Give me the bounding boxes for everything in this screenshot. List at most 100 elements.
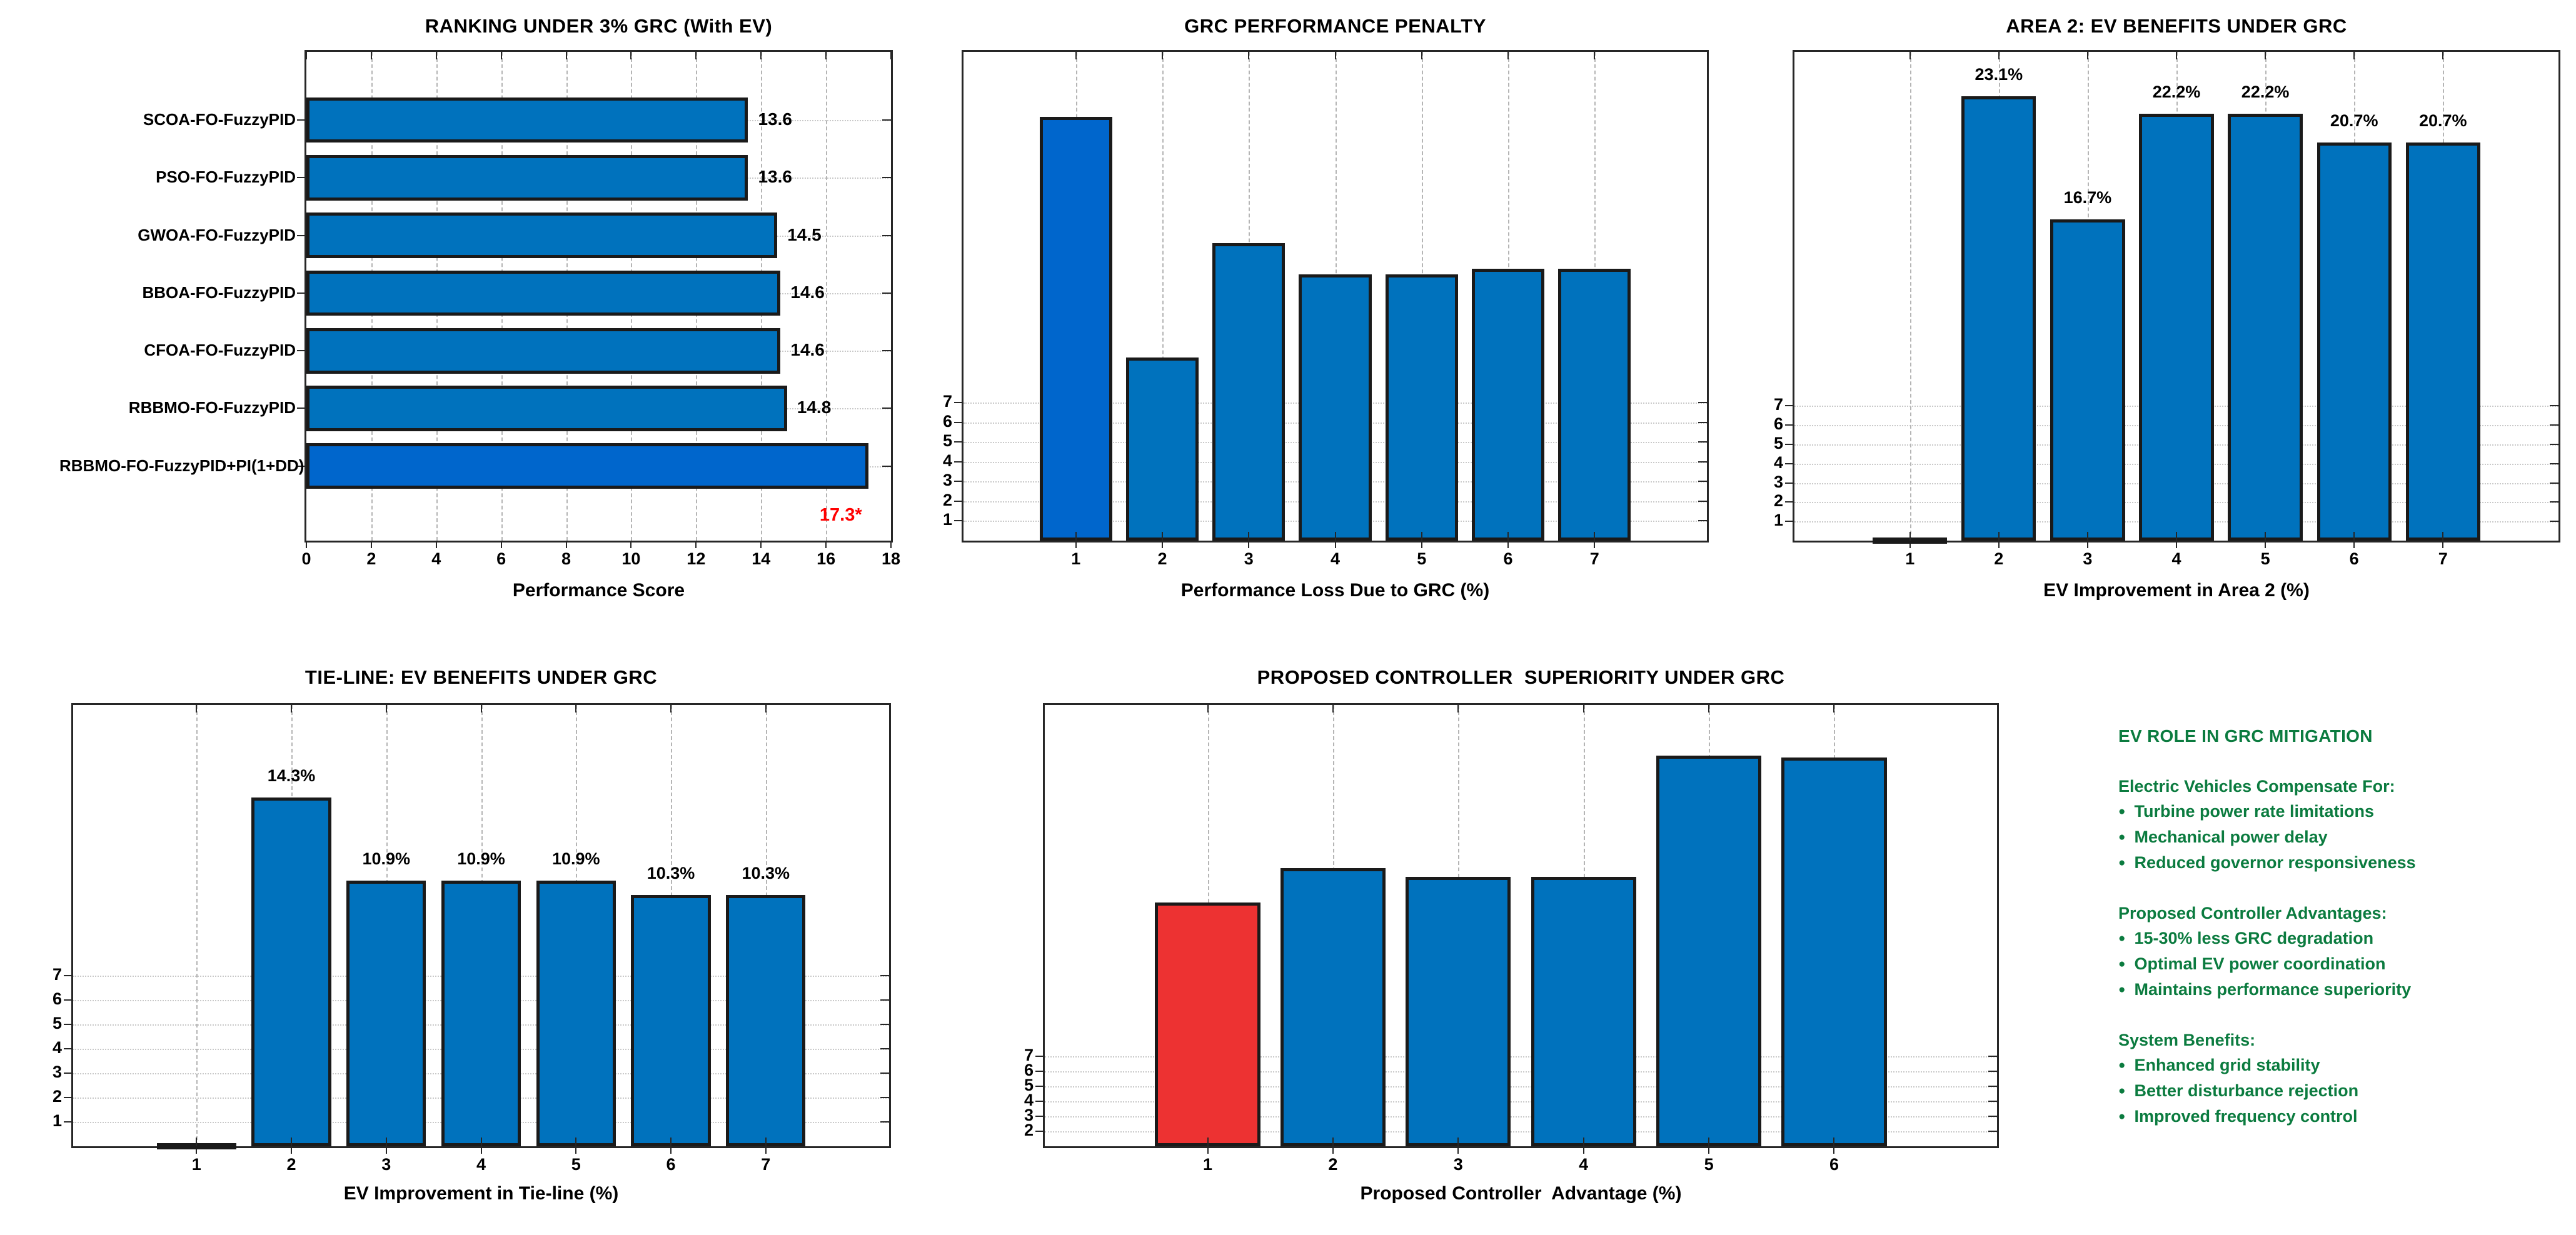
y-tick-mark-right bbox=[2550, 462, 2558, 464]
x-tick-mark bbox=[291, 1146, 292, 1154]
notes-bullet: 15-30% less GRC degradation bbox=[2118, 926, 2575, 951]
x-tick-label: 4 bbox=[2171, 549, 2181, 568]
y-tick-mark-right bbox=[1698, 481, 1707, 482]
bar bbox=[2228, 113, 2303, 541]
bar bbox=[1656, 756, 1762, 1146]
x-tick-mark-inner bbox=[480, 1138, 482, 1146]
y-tick-mark bbox=[64, 1096, 71, 1098]
chart-title-superiority: PROPOSED CONTROLLER SUPERIORITY UNDER GR… bbox=[1257, 666, 1785, 688]
x-tick-mark-top bbox=[565, 52, 567, 59]
bar-value-label: 22.2% bbox=[2241, 82, 2290, 101]
y-tick-mark-right bbox=[882, 465, 891, 467]
y-tick-mark bbox=[1035, 1101, 1043, 1102]
y-tick-label: 6 bbox=[1773, 414, 1783, 434]
x-tick-mark bbox=[1421, 541, 1422, 548]
x-tick-mark bbox=[2442, 541, 2444, 548]
x-tick-mark-top bbox=[1332, 705, 1334, 712]
y-tick-mark-right bbox=[880, 999, 889, 1001]
x-tick-mark bbox=[1507, 541, 1509, 548]
x-tick-mark bbox=[1582, 1146, 1584, 1154]
x-tick-mark-inner bbox=[1332, 1138, 1334, 1146]
y-tick-label: 2 bbox=[1773, 491, 1783, 511]
bar-value-label: 13.6 bbox=[758, 167, 792, 187]
y-tick-mark-right bbox=[1988, 1086, 1997, 1088]
notes-bullet-list: Enhanced grid stability Better disturban… bbox=[2118, 1052, 2575, 1129]
x-tick-mark-top bbox=[760, 52, 762, 59]
x-tick-mark-top bbox=[2353, 52, 2355, 59]
bar-value-label: 14.6 bbox=[790, 282, 825, 302]
y-tick-mark bbox=[954, 461, 962, 462]
x-tick-mark-top bbox=[2086, 52, 2088, 59]
x-tick-mark-inner bbox=[2265, 532, 2267, 541]
y-tick-mark bbox=[954, 402, 962, 404]
chart-title-tieline: TIE-LINE: EV BENEFITS UNDER GRC bbox=[304, 666, 658, 688]
y-tick-mark bbox=[954, 520, 962, 522]
notes-bullet: Maintains performance superiority bbox=[2118, 977, 2575, 1002]
y-tick-label: 4 bbox=[52, 1038, 62, 1057]
y-tick-label: 5 bbox=[52, 1013, 62, 1032]
x-tick-label: 4 bbox=[1579, 1155, 1589, 1174]
bar bbox=[2139, 113, 2214, 541]
x-tick-mark-inner bbox=[291, 1138, 292, 1146]
y-tick-label: 7 bbox=[942, 392, 952, 411]
x-tick-label: 3 bbox=[1453, 1155, 1463, 1174]
bar bbox=[306, 386, 787, 431]
x-tick-label: 5 bbox=[571, 1155, 581, 1174]
x-gridline bbox=[196, 705, 198, 1146]
bar bbox=[726, 895, 806, 1146]
x-tick-label: 6 bbox=[1503, 549, 1513, 568]
x-tick-label: 18 bbox=[881, 549, 901, 568]
y-tick-label: 6 bbox=[52, 989, 62, 1008]
x-tick-mark-inner bbox=[2353, 532, 2355, 541]
x-tick-mark-top bbox=[306, 52, 307, 59]
x-tick-mark-top bbox=[2176, 52, 2177, 59]
x-tick-mark-inner bbox=[1161, 532, 1163, 541]
y-tick-mark-right bbox=[1698, 500, 1707, 502]
y-tick-mark bbox=[297, 119, 304, 121]
y-tick-label: 1 bbox=[942, 510, 952, 529]
xlabel-superiority: Proposed Controller Advantage (%) bbox=[1360, 1183, 1682, 1204]
y-tick-mark bbox=[64, 1121, 71, 1122]
y-tick-label: 3 bbox=[1024, 1106, 1034, 1125]
bar bbox=[306, 328, 781, 374]
x-tick-mark bbox=[2176, 541, 2177, 548]
x-tick-mark-top bbox=[1998, 52, 2000, 59]
notes-section-title: System Benefits: bbox=[2118, 1031, 2256, 1049]
bar bbox=[306, 270, 781, 316]
y-tick-mark bbox=[1785, 424, 1793, 426]
y-tick-mark-right bbox=[880, 1096, 889, 1098]
x-tick-mark bbox=[890, 541, 892, 548]
x-tick-mark-top bbox=[630, 52, 632, 59]
x-tick-label: 7 bbox=[1589, 549, 1599, 568]
y-tick-label: 6 bbox=[1024, 1061, 1034, 1080]
x-gridline bbox=[1909, 52, 1911, 541]
y-tick-mark bbox=[954, 421, 962, 423]
y-tick-mark-right bbox=[1988, 1131, 1997, 1132]
bar-value-label: 10.3% bbox=[647, 864, 695, 883]
x-tick-mark-inner bbox=[1334, 532, 1336, 541]
x-tick-label: 2 bbox=[1328, 1155, 1338, 1174]
x-tick-mark bbox=[1248, 541, 1250, 548]
x-tick-mark-top bbox=[765, 705, 767, 712]
bar-value-label: 14.8 bbox=[797, 398, 832, 418]
y-tick-mark-right bbox=[1698, 520, 1707, 522]
y-tick-mark bbox=[954, 481, 962, 482]
bar bbox=[251, 798, 331, 1146]
y-tick-mark-right bbox=[882, 292, 891, 294]
x-tick-label: 1 bbox=[1905, 549, 1915, 568]
y-tick-mark bbox=[954, 441, 962, 443]
x-tick-mark bbox=[575, 1146, 577, 1154]
x-tick-label: 7 bbox=[761, 1155, 771, 1174]
x-tick-mark-top bbox=[435, 52, 437, 59]
xlabel-ranking: Performance Score bbox=[512, 580, 685, 601]
y-tick-label: 5 bbox=[1024, 1076, 1034, 1095]
x-tick-mark-inner bbox=[1998, 532, 2000, 541]
y-tick-mark bbox=[1035, 1116, 1043, 1118]
chart-title-ranking: RANKING UNDER 3% GRC (With EV) bbox=[425, 15, 773, 37]
x-tick-mark bbox=[306, 541, 307, 548]
plot-tieline: 1 2 3 4 5 6 7 1 2 3 4 5 6 7 14.3% 10.9% 10.9% 10.9% 10.3% 1… bbox=[53, 703, 891, 1174]
y-tick-mark bbox=[297, 177, 304, 179]
y-tick-label: 2 bbox=[52, 1086, 62, 1106]
bar bbox=[1961, 96, 2036, 541]
